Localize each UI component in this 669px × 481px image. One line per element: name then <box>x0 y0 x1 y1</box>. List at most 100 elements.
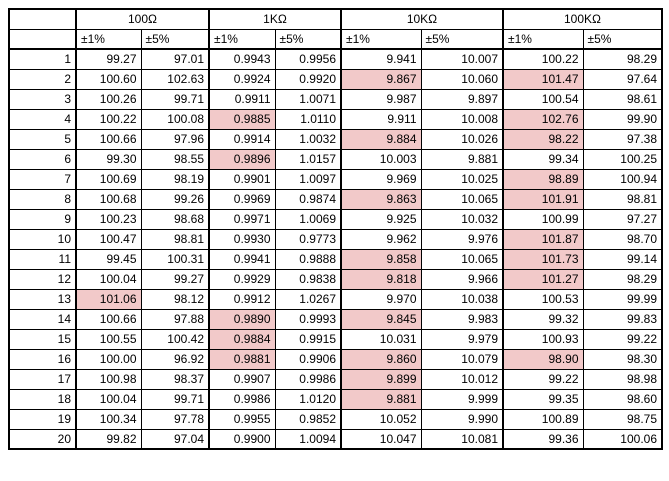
value-cell: 100.22 <box>75 108 142 130</box>
value-cell: 99.22 <box>582 328 663 350</box>
row-number: 6 <box>8 148 77 170</box>
data-row: 11 99.45 100.31 0.9941 0.9888 9.858 10.065 101.… <box>8 248 663 270</box>
value-cell: 100.94 <box>582 168 663 190</box>
value-cell: 0.9890 <box>208 308 276 330</box>
value-cell: 101.47 <box>502 68 584 90</box>
value-cell: 99.71 <box>140 88 210 110</box>
value-cell: 97.78 <box>140 408 210 430</box>
value-cell: 10.007 <box>420 48 504 70</box>
value-cell: 100.55 <box>75 328 142 350</box>
value-cell: 101.91 <box>502 188 584 210</box>
row-number: 9 <box>8 208 77 230</box>
row-number: 10 <box>8 228 77 250</box>
value-cell: 10.081 <box>420 428 504 450</box>
data-row: 2 100.60 102.63 0.9924 0.9920 9.867 10.060 101.… <box>8 68 663 90</box>
value-cell: 0.9885 <box>208 108 276 130</box>
value-cell: 10.052 <box>340 408 422 430</box>
value-cell: 99.83 <box>582 308 663 330</box>
sheet: 100Ω 1KΩ 10KΩ 100KΩ ±1% ±5% ±1% ±5% ±1% ±5% ±1% ±5%… <box>8 8 663 450</box>
value-cell: 9.969 <box>340 168 422 190</box>
value-cell: 100.23 <box>75 208 142 230</box>
value-cell: 10.026 <box>420 128 504 150</box>
value-cell: 99.27 <box>140 268 210 290</box>
value-cell: 99.32 <box>502 308 584 330</box>
value-cell: 0.9773 <box>274 228 342 250</box>
value-cell: 0.9852 <box>274 408 342 430</box>
value-cell: 10.065 <box>420 248 504 270</box>
data-row: 3 100.26 99.71 0.9911 1.0071 9.987 9.897 100.54… <box>8 88 663 110</box>
value-cell: 0.9993 <box>274 308 342 330</box>
group-header: 10KΩ <box>340 8 504 30</box>
value-cell: 0.9986 <box>208 388 276 410</box>
value-cell: 100.25 <box>582 148 663 170</box>
value-cell: 100.66 <box>75 128 142 150</box>
value-cell: 98.68 <box>140 208 210 230</box>
value-cell: 0.9900 <box>208 428 276 450</box>
value-cell: 99.90 <box>582 108 663 130</box>
value-cell: 0.9971 <box>208 208 276 230</box>
data-row: 14 100.66 97.88 0.9890 0.9993 9.845 9.983 99.32… <box>8 308 663 330</box>
row-number: 5 <box>8 128 77 150</box>
value-cell: 10.003 <box>340 148 422 170</box>
value-cell: 0.9874 <box>274 188 342 210</box>
value-cell: 100.53 <box>502 288 584 310</box>
value-cell: 1.0071 <box>274 88 342 110</box>
data-table: 100Ω 1KΩ 10KΩ 100KΩ ±1% ±5% ±1% ±5% ±1% ±5% ±1% ±5%… <box>8 8 663 450</box>
value-cell: 10.038 <box>420 288 504 310</box>
group-header: 100KΩ <box>502 8 663 30</box>
row-number: 12 <box>8 268 77 290</box>
data-row: 7 100.69 98.19 0.9901 1.0097 9.969 10.025 98.89… <box>8 168 663 190</box>
value-cell: 9.911 <box>340 108 422 130</box>
value-cell: 98.60 <box>582 388 663 410</box>
row-number: 16 <box>8 348 77 370</box>
data-row: 15 100.55 100.42 0.9884 0.9915 10.031 9.979 100… <box>8 328 663 350</box>
value-cell: 10.047 <box>340 428 422 450</box>
value-cell: 9.867 <box>340 68 422 90</box>
value-cell: 9.860 <box>340 348 422 370</box>
value-cell: 99.71 <box>140 388 210 410</box>
data-row: 6 99.30 98.55 0.9896 1.0157 10.003 9.881 99.34 1… <box>8 148 663 170</box>
subheader: ±5% <box>420 28 504 50</box>
value-cell: 100.68 <box>75 188 142 210</box>
value-cell: 9.845 <box>340 308 422 330</box>
row-number: 14 <box>8 308 77 330</box>
value-cell: 99.82 <box>75 428 142 450</box>
value-cell: 100.89 <box>502 408 584 430</box>
value-cell: 9.976 <box>420 228 504 250</box>
value-cell: 97.27 <box>582 208 663 230</box>
value-cell: 10.079 <box>420 348 504 370</box>
subheader: ±5% <box>274 28 342 50</box>
value-cell: 9.970 <box>340 288 422 310</box>
value-cell: 1.0110 <box>274 108 342 130</box>
data-row: 20 99.82 97.04 0.9900 1.0094 10.047 10.081 99.3… <box>8 428 663 450</box>
value-cell: 100.31 <box>140 248 210 270</box>
value-cell: 97.96 <box>140 128 210 150</box>
data-row: 16 100.00 96.92 0.9881 0.9906 9.860 10.079 98.9… <box>8 348 663 370</box>
value-cell: 0.9896 <box>208 148 276 170</box>
value-cell: 0.9901 <box>208 168 276 190</box>
value-cell: 99.27 <box>75 48 142 70</box>
value-cell: 97.88 <box>140 308 210 330</box>
value-cell: 0.9912 <box>208 288 276 310</box>
value-cell: 100.93 <box>502 328 584 350</box>
row-number: 1 <box>8 48 77 70</box>
value-cell: 9.990 <box>420 408 504 430</box>
value-cell: 9.979 <box>420 328 504 350</box>
subheader: ±1% <box>340 28 422 50</box>
value-cell: 98.29 <box>582 268 663 290</box>
row-number: 8 <box>8 188 77 210</box>
row-number: 4 <box>8 108 77 130</box>
value-cell: 9.983 <box>420 308 504 330</box>
value-cell: 0.9986 <box>274 368 342 390</box>
value-cell: 99.30 <box>75 148 142 170</box>
value-cell: 10.031 <box>340 328 422 350</box>
value-cell: 1.0094 <box>274 428 342 450</box>
value-cell: 96.92 <box>140 348 210 370</box>
row-number: 18 <box>8 388 77 410</box>
value-cell: 97.38 <box>582 128 663 150</box>
value-cell: 9.881 <box>420 148 504 170</box>
value-cell: 100.69 <box>75 168 142 190</box>
value-cell: 1.0267 <box>274 288 342 310</box>
value-cell: 100.26 <box>75 88 142 110</box>
value-cell: 9.881 <box>340 388 422 410</box>
